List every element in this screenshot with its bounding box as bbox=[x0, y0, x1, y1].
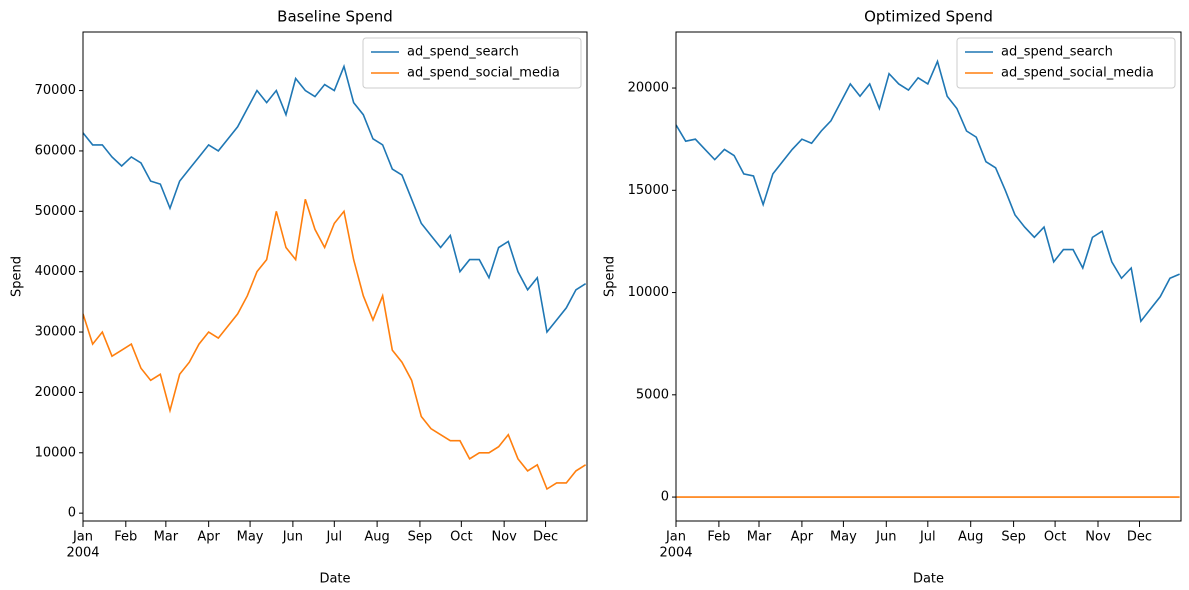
x-tick-label: Nov bbox=[1085, 530, 1111, 545]
x-tick-label: Aug bbox=[364, 530, 389, 545]
y-axis-label: Spend bbox=[603, 256, 618, 297]
series-line bbox=[676, 59, 1180, 324]
y-tick-label: 40000 bbox=[35, 264, 76, 279]
y-tick-label: 50000 bbox=[35, 204, 76, 219]
y-tick-label: 20000 bbox=[35, 385, 76, 400]
y-axis-label: Spend bbox=[10, 256, 25, 297]
x-tick-label: Mar bbox=[154, 530, 179, 545]
legend-label: ad_spend_social_media bbox=[1001, 66, 1154, 81]
series-line bbox=[83, 63, 587, 334]
x-tick-label: Jun bbox=[875, 530, 896, 545]
x-tick-label: May bbox=[237, 530, 264, 545]
y-tick-label: 0 bbox=[661, 490, 669, 505]
y-tick-label: 5000 bbox=[636, 387, 669, 402]
x-offset-label: 2004 bbox=[66, 546, 99, 561]
subplot: Optimized Spend 0 5000 10000 15000 20000 Jan Fe… bbox=[603, 8, 1182, 587]
x-tick-label: Jan bbox=[72, 530, 93, 545]
legend-label: ad_spend_search bbox=[1001, 45, 1113, 60]
y-tick-label: 30000 bbox=[35, 325, 76, 340]
legend-box bbox=[956, 37, 1176, 89]
x-offset-label: 2004 bbox=[659, 546, 692, 561]
x-tick-label: Apr bbox=[197, 530, 220, 545]
x-tick-label: May bbox=[830, 530, 857, 545]
axes-frame bbox=[82, 31, 588, 522]
x-axis-label: Date bbox=[913, 572, 944, 587]
y-tick-label: 0 bbox=[68, 506, 76, 521]
x-tick-label: Jun bbox=[282, 530, 303, 545]
series-line bbox=[83, 198, 587, 491]
subplot-title: Optimized Spend bbox=[864, 8, 993, 26]
axes-frame bbox=[675, 31, 1182, 522]
x-tick-label: Oct bbox=[1044, 530, 1066, 545]
y-tick-label: 10000 bbox=[35, 445, 76, 460]
legend-label: ad_spend_search bbox=[407, 45, 519, 60]
x-tick-label: Oct bbox=[450, 530, 472, 545]
x-tick-label: Dec bbox=[1127, 530, 1152, 545]
x-tick-label: Jan bbox=[665, 530, 686, 545]
y-tick-label: 15000 bbox=[628, 183, 669, 198]
x-axis-label: Date bbox=[319, 572, 350, 587]
y-tick-label: 60000 bbox=[35, 143, 76, 158]
x-tick-label: Sep bbox=[408, 530, 433, 545]
x-tick-label: Feb bbox=[114, 530, 137, 545]
x-tick-label: Dec bbox=[533, 530, 558, 545]
y-tick-label: 10000 bbox=[628, 285, 669, 300]
y-tick-label: 70000 bbox=[35, 83, 76, 98]
x-tick-label: Jul bbox=[919, 530, 936, 545]
subplot: Baseline Spend 0 10000 20000 30000 40000 50000… bbox=[10, 8, 588, 587]
subplot-title: Baseline Spend bbox=[277, 8, 393, 26]
x-tick-label: Aug bbox=[958, 530, 983, 545]
x-tick-label: Apr bbox=[791, 530, 814, 545]
x-tick-label: Mar bbox=[747, 530, 772, 545]
legend-box bbox=[362, 37, 582, 89]
y-tick-label: 20000 bbox=[628, 81, 669, 96]
x-tick-label: Nov bbox=[491, 530, 517, 545]
x-tick-label: Feb bbox=[707, 530, 730, 545]
x-tick-label: Jul bbox=[325, 530, 342, 545]
x-tick-label: Sep bbox=[1001, 530, 1026, 545]
legend-label: ad_spend_social_media bbox=[407, 66, 560, 81]
